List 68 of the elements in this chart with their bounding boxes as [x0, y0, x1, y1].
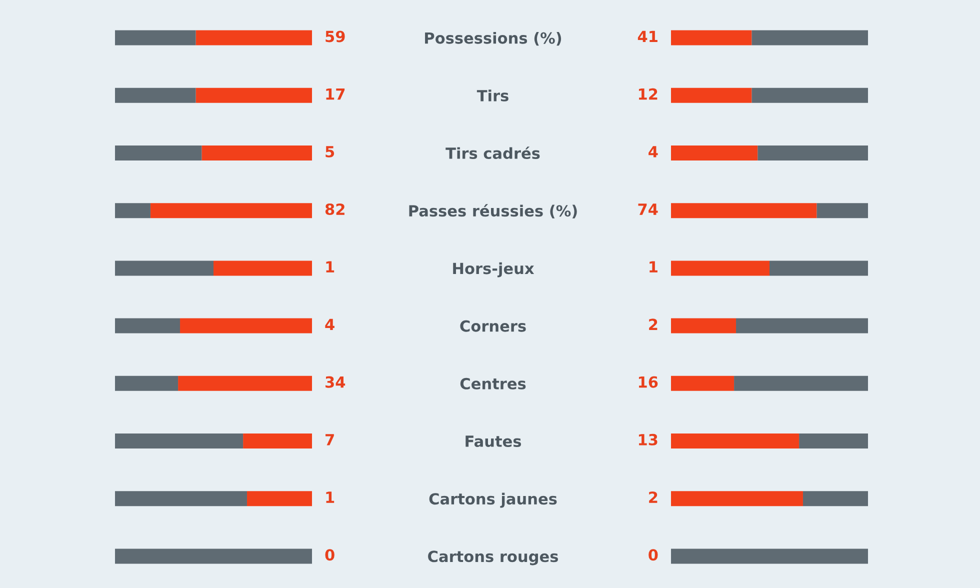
- text: 2: [649, 491, 658, 503]
- bar: [671, 30, 752, 46]
- bar: [202, 146, 312, 160]
- y-tick-label: Possessions (%): [425, 32, 562, 46]
- bar: [115, 376, 178, 391]
- bar: [115, 146, 202, 160]
- bar: [770, 260, 868, 276]
- bar: [671, 203, 817, 218]
- text: 17: [326, 88, 345, 100]
- bar: [758, 146, 868, 160]
- text: 0: [648, 549, 658, 561]
- bar: [734, 376, 868, 391]
- text: 34: [326, 376, 346, 388]
- text: 1: [326, 261, 334, 272]
- bar: [115, 491, 247, 506]
- y-tick-label: Corners: [460, 320, 526, 332]
- text: 5: [326, 146, 334, 158]
- bar: [180, 318, 312, 334]
- y-tick-label: Cartons jaunes: [429, 492, 557, 508]
- text: 12: [638, 88, 658, 100]
- text: 2: [649, 318, 658, 330]
- bar: [671, 260, 770, 276]
- text: 0: [325, 549, 334, 561]
- y-tick-label: Hors-jeux: [453, 262, 534, 278]
- bar: [752, 88, 868, 103]
- bar: [115, 30, 196, 46]
- y-tick-label: Passes réussies (%): [409, 204, 577, 218]
- bar: [196, 30, 312, 46]
- bar: [243, 434, 312, 448]
- bar: [115, 318, 180, 334]
- text: 4: [648, 146, 658, 158]
- y-tick-label: Tirs: [476, 90, 508, 102]
- bar: [671, 548, 868, 564]
- bar: [671, 88, 752, 103]
- bar: [799, 434, 868, 448]
- bar: [736, 318, 868, 334]
- y-tick-label: Fautes: [466, 436, 522, 448]
- text: 13: [638, 434, 658, 446]
- y-tick-label: Centres: [460, 378, 526, 390]
- bar: [671, 146, 758, 160]
- bar: [115, 260, 214, 276]
- bar: [671, 376, 734, 391]
- bar: [115, 203, 150, 218]
- bar: [115, 548, 312, 564]
- text: 1: [326, 492, 334, 503]
- bar: [196, 88, 312, 103]
- bar: [115, 434, 244, 448]
- y-tick-label: Cartons rouges: [428, 550, 558, 566]
- bar: [671, 434, 800, 448]
- text: 82: [325, 203, 344, 216]
- text: 74: [638, 204, 658, 215]
- bar: [802, 491, 868, 506]
- text: 16: [638, 376, 658, 388]
- bar: [816, 203, 868, 218]
- bar: [150, 203, 312, 218]
- bar: [671, 318, 736, 334]
- bar: [178, 376, 312, 391]
- bar: [752, 30, 868, 46]
- bar: [115, 88, 196, 103]
- text: 1: [650, 261, 658, 272]
- text: 4: [325, 318, 334, 330]
- bar: [671, 491, 803, 506]
- text: 41: [638, 30, 658, 42]
- text: 7: [326, 434, 334, 446]
- bar: [246, 491, 312, 506]
- text: 59: [326, 30, 345, 42]
- y-tick-label: Tirs cadrés: [446, 146, 540, 160]
- bar: [214, 260, 312, 276]
